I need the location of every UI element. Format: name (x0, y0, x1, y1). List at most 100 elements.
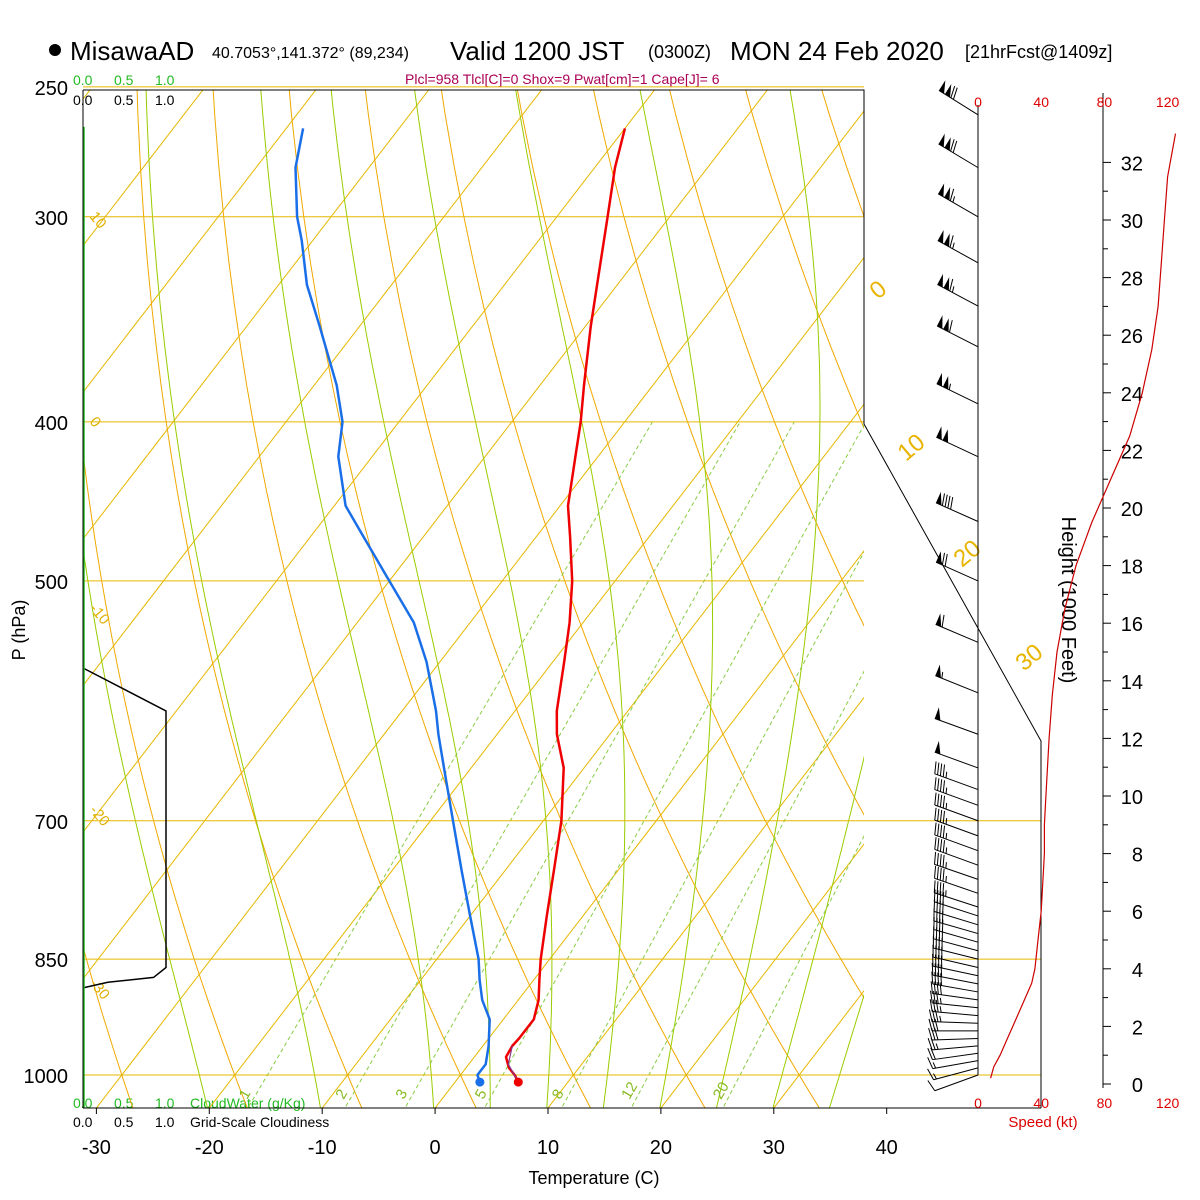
station-name: MisawaAD (70, 36, 194, 66)
wind-barb-feather (942, 868, 945, 882)
wind-panel: 0040408080120120024681012141618202224262… (927, 80, 1179, 1111)
mixing-ratio-line (562, 551, 864, 1107)
wind-barb-staff (935, 561, 979, 582)
wind-barb-half-feather (939, 1006, 942, 1013)
wind-barb-staff (935, 675, 979, 694)
mixing-ratio-line (723, 835, 864, 1107)
cloudiness-line (82, 667, 167, 989)
dry-adiabat-line (669, 90, 864, 627)
dry-adiabat-line (440, 90, 820, 1108)
wind-barb-flag (935, 664, 941, 678)
wind-barb-feather (941, 552, 946, 566)
wind-barb (927, 1057, 979, 1070)
wind-barb-feather (950, 139, 955, 152)
wind-barb-flag (942, 429, 949, 443)
wind-barb-feather (933, 880, 936, 893)
wind-barb-feather (934, 852, 937, 865)
wind-barb-staff (934, 718, 979, 735)
wind-barb-staff (934, 804, 979, 822)
wind-barb-half-feather (952, 196, 956, 203)
mixing-ratio-line (345, 421, 741, 1107)
wind-barb (937, 183, 979, 218)
wind-barb-feather (931, 1018, 936, 1032)
isotherm-line (83, 90, 543, 687)
wind-barb-flag (935, 491, 942, 506)
isotherm-label: -20 (86, 802, 113, 830)
cloudwater-scale-bottom-1: 0.5 (114, 1095, 134, 1111)
wind-barb (933, 889, 979, 917)
wind-barb-feather (942, 810, 946, 824)
wind-barb (932, 944, 979, 968)
wind-barb (938, 133, 979, 169)
wind-barb-staff (932, 1037, 979, 1041)
wind-barb-staff (934, 751, 979, 769)
isotherm-line (83, 90, 91, 100)
cloudiness-scale-top-1: 0.5 (114, 92, 134, 108)
wind-barb-feather (937, 838, 940, 851)
wind-barb-feather (939, 882, 942, 895)
wind-barb-flag (938, 133, 945, 148)
cloudwater-scale-bottom-2: 1.0 (155, 1095, 175, 1111)
wind-barb-feather (928, 1009, 933, 1022)
wind-barb-feather (952, 87, 958, 100)
wind-barb-feather (937, 972, 940, 986)
wind-barb-feather (940, 964, 943, 977)
moist-adiabat-line (330, 90, 491, 1108)
wind-barb-half-feather (945, 847, 948, 854)
mixing-ratio-label: 8 (549, 1086, 568, 1102)
wind-barb-feather (933, 990, 936, 1004)
wind-barb-staff (932, 1011, 979, 1017)
wind-barb-flag (944, 83, 952, 98)
height-tick-label: 4 (1132, 960, 1143, 982)
wind-barb-staff (937, 283, 979, 307)
mixing-ratio-line (405, 421, 795, 1107)
wind-barb-staff (934, 892, 979, 908)
pressure-tick-label: 700 (35, 812, 68, 834)
height-tick-label: 2 (1132, 1017, 1143, 1039)
wind-barb-half-feather (945, 876, 947, 883)
dry-adiabat-label: 0 (865, 275, 893, 304)
wind-barb (934, 852, 979, 880)
wind-barb (929, 999, 979, 1017)
isotherm-line (83, 90, 204, 247)
pressure-tick-label: 250 (35, 78, 68, 100)
wind-barb-staff (934, 901, 979, 917)
wind-barb-feather (930, 990, 933, 1004)
speed-tick-label-top: 0 (974, 94, 982, 110)
dewpoint-profile-line (294, 128, 491, 1083)
wind-barb-feather (930, 981, 933, 994)
height-tick-label: 24 (1121, 384, 1143, 406)
isotherm-line (83, 90, 317, 394)
wind-barb (933, 917, 979, 943)
wind-barb (931, 971, 979, 993)
mixing-ratio-label: 2 (332, 1086, 351, 1102)
wind-barb-feather (944, 494, 948, 507)
mixing-ratio-line (248, 421, 653, 1107)
wind-barb (936, 372, 979, 405)
height-tick-label: 16 (1121, 614, 1143, 636)
wind-barb (934, 807, 979, 837)
cloudwater-scale-top-2: 1.0 (155, 72, 175, 88)
wind-barb-flag (936, 426, 942, 440)
wind-barb-feather (939, 763, 943, 776)
wind-barb-staff (938, 90, 979, 116)
wind-barb-half-feather (945, 832, 948, 840)
wind-barb-staff (935, 623, 979, 643)
wind-barb-flag (938, 80, 946, 94)
wind-barb-feather (934, 807, 937, 821)
wind-barb-flag (935, 613, 942, 627)
isotherm-line (83, 90, 430, 540)
wind-barb-feather (933, 981, 936, 994)
dry-adiabat-line (593, 90, 864, 816)
mixing-ratio-label: 3 (392, 1086, 411, 1102)
speed-tick-label-bottom: 40 (1033, 1095, 1049, 1111)
wind-barb-staff (934, 834, 979, 852)
wind-barb-feather (934, 963, 937, 976)
speed-tick-label-bottom: 80 (1097, 1095, 1113, 1111)
wind-barb-feather (942, 780, 946, 793)
wind-barb-feather (939, 867, 942, 881)
pressure-tick-label: 850 (35, 950, 68, 972)
wind-barb-staff (932, 1060, 979, 1070)
